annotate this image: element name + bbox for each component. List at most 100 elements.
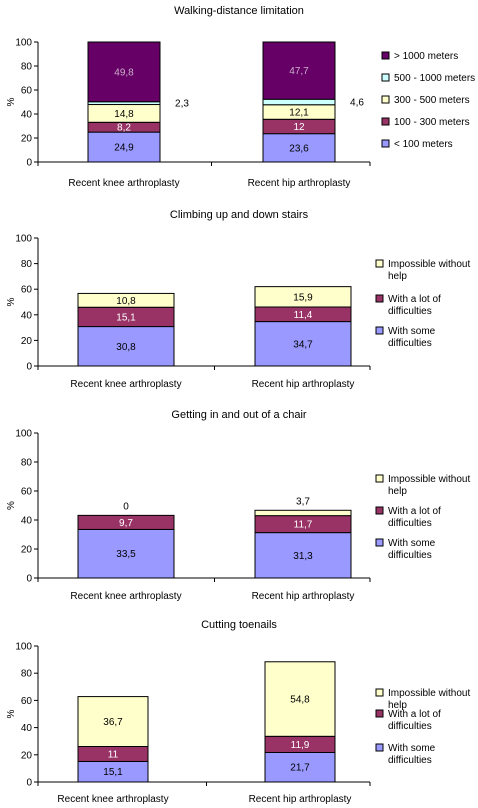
- data-label: 34,7: [293, 339, 313, 350]
- legend-swatch: [375, 326, 384, 335]
- bar-segment: [262, 41, 336, 100]
- data-label: 12,1: [289, 108, 309, 119]
- data-label: 3,7: [296, 496, 310, 507]
- data-label: 31,3: [293, 551, 313, 562]
- chart-4: Cutting toenails 0 20 40 60 80 100% Recent knee…: [6, 619, 470, 805]
- legend-entry: > 1000 meters: [394, 51, 458, 62]
- y-tick-label: 0: [26, 362, 32, 373]
- category-label: Recent knee arthroplasty: [70, 379, 181, 390]
- bar-segment: [254, 509, 352, 517]
- data-label: 11,4: [294, 310, 313, 321]
- bar-segment: [262, 133, 336, 163]
- legend-entry: 300 - 500 meters: [394, 95, 470, 106]
- data-label: 23,6: [289, 143, 309, 154]
- y-tick-label: 0: [26, 778, 32, 789]
- y-tick-label: 40: [21, 110, 33, 121]
- bar-segment: [254, 532, 352, 579]
- legend-swatch: [375, 259, 384, 268]
- data-label: 8,2: [117, 123, 131, 134]
- y-tick-label: 40: [21, 516, 33, 527]
- chart-title: Climbing up and down stairs: [170, 209, 309, 221]
- bar-segment: [262, 98, 336, 106]
- data-label: 11,9: [291, 740, 310, 751]
- legend-entry: Impossible without help: [388, 474, 470, 497]
- data-label: 33,5: [116, 549, 136, 560]
- legend-swatch: [375, 688, 384, 697]
- data-label: 11,7: [294, 520, 313, 531]
- bar-segment: [254, 286, 352, 308]
- data-label: 14,8: [114, 109, 134, 120]
- data-label: 12: [293, 122, 305, 133]
- data-label: 11: [108, 749, 119, 760]
- y-tick-label: 60: [21, 696, 33, 707]
- y-tick-label: 100: [15, 234, 32, 245]
- data-label: 15,1: [103, 767, 123, 778]
- legend-entry: With a lot of difficulties: [388, 294, 441, 317]
- y-axis-label: %: [6, 501, 17, 510]
- chart-title: Cutting toenails: [201, 619, 277, 631]
- data-label: 21,7: [290, 763, 310, 774]
- bar-segment: [87, 131, 161, 163]
- y-axis-label: %: [6, 709, 17, 718]
- y-tick-label: 100: [15, 429, 32, 440]
- legend-entry: With some difficulties: [388, 538, 436, 561]
- legend-entry: With some difficulties: [388, 743, 436, 766]
- y-tick-label: 80: [21, 458, 33, 469]
- category-label: Recent hip arthroplasty: [248, 178, 351, 189]
- data-label: 30,8: [116, 342, 136, 353]
- legend-swatch: [375, 709, 384, 718]
- y-tick-label: 20: [21, 545, 33, 556]
- y-tick-label: 0: [26, 574, 32, 585]
- y-tick-label: 20: [21, 750, 33, 761]
- legend-entry: < 100 meters: [394, 139, 453, 150]
- bar-segment: [77, 326, 175, 367]
- data-label: 4,6: [350, 98, 364, 109]
- data-label: 49,8: [114, 67, 134, 78]
- y-tick-label: 0: [26, 158, 32, 169]
- bar-segment: [254, 321, 352, 367]
- y-tick-label: 60: [21, 285, 33, 296]
- data-label: 24,9: [114, 143, 134, 154]
- chart-title: Getting in and out of a chair: [171, 409, 306, 421]
- chart-2: Climbing up and down stairs 0 20 40 60 80 100%…: [6, 209, 470, 390]
- chart-title: Walking-distance limitation: [174, 5, 304, 17]
- y-tick-label: 80: [21, 62, 33, 73]
- legend-swatch: [381, 95, 390, 104]
- category-label: Recent hip arthroplasty: [252, 591, 355, 602]
- legend-swatch: [381, 117, 390, 126]
- y-tick-label: 40: [21, 310, 33, 321]
- data-label: 9,7: [119, 518, 133, 529]
- legend-entry: Impossible without help: [388, 259, 470, 282]
- data-label: 2,3: [175, 99, 189, 110]
- y-tick-label: 40: [21, 723, 33, 734]
- bar-segment: [264, 661, 336, 737]
- category-label: Recent hip arthroplasty: [249, 794, 352, 805]
- legend-entry: With a lot of difficulties: [388, 709, 441, 732]
- bar-segment: [77, 292, 175, 308]
- y-axis-label: %: [6, 297, 17, 306]
- bar-segment: [87, 41, 161, 103]
- y-tick-label: 100: [15, 38, 32, 49]
- category-label: Recent hip arthroplasty: [252, 379, 355, 390]
- data-label: 15,9: [293, 292, 313, 303]
- legend-swatch: [375, 743, 384, 752]
- bar-segment: [77, 696, 149, 748]
- category-label: Recent knee arthroplasty: [70, 591, 181, 602]
- y-axis-label: %: [6, 97, 17, 106]
- y-tick-label: 20: [21, 134, 33, 145]
- legend-entry: With some difficulties: [388, 326, 436, 349]
- legend-entry: 500 - 1000 meters: [394, 73, 475, 84]
- data-label: 0: [123, 501, 129, 512]
- legend-swatch: [375, 506, 384, 515]
- legend-swatch: [375, 538, 384, 547]
- category-label: Recent knee arthroplasty: [68, 178, 179, 189]
- chart-1: Walking-distance limitation 0 20 40 60 80 100%…: [6, 5, 475, 189]
- data-label: 54,8: [290, 695, 310, 706]
- data-label: 15,1: [116, 312, 136, 323]
- y-tick-label: 80: [21, 259, 33, 270]
- legend-entry: 100 - 300 meters: [394, 117, 470, 128]
- bar-segment: [77, 514, 175, 530]
- data-label: 10,8: [116, 296, 136, 307]
- category-label: Recent knee arthroplasty: [57, 794, 168, 805]
